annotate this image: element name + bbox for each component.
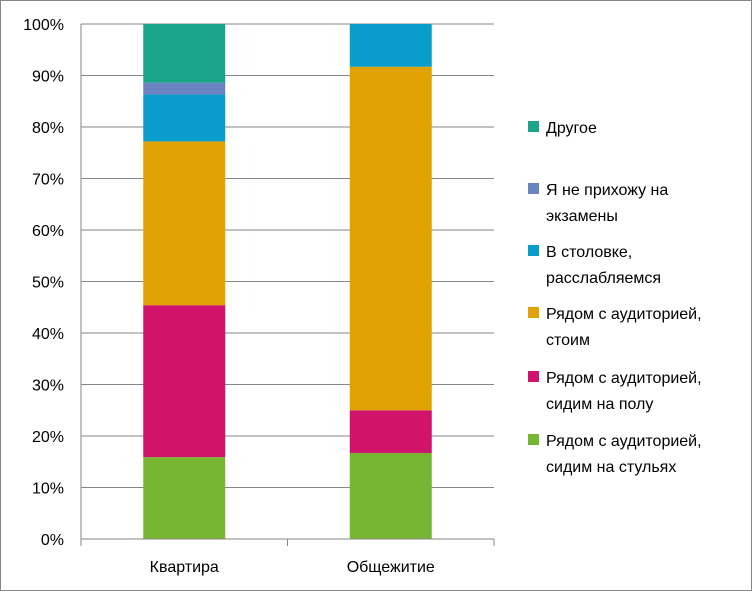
bar-segment bbox=[143, 94, 226, 142]
bar-segment bbox=[143, 24, 226, 83]
legend-swatch bbox=[528, 245, 539, 256]
y-tick-label: 50% bbox=[32, 275, 64, 292]
gridlines bbox=[81, 23, 494, 488]
y-tick-label: 0% bbox=[41, 532, 64, 549]
legend: Другое Я не прихожу на экзамены В столовке,… bbox=[528, 120, 702, 476]
legend-label-line: сидим на стульях bbox=[546, 459, 676, 476]
bar-segment bbox=[143, 457, 226, 539]
legend-label: Я не прихожу на экзамены bbox=[546, 182, 668, 225]
legend-item: В столовке, расслабляемся bbox=[528, 244, 661, 287]
legend-label: Рядом с аудиторией, стоим bbox=[546, 306, 702, 349]
legend-label-line: Я не прихожу на bbox=[546, 182, 668, 199]
bar-segment bbox=[143, 141, 226, 306]
legend-item: Рядом с аудиторией, сидим на стульях bbox=[528, 433, 702, 476]
y-tick-label: 60% bbox=[32, 223, 64, 240]
bar-segment bbox=[349, 410, 432, 453]
legend-label: Другое bbox=[546, 120, 597, 137]
y-tick-label: 90% bbox=[32, 69, 64, 86]
legend-item: Другое bbox=[528, 120, 597, 137]
legend-label-line: стоим bbox=[546, 332, 590, 349]
legend-swatch bbox=[528, 307, 539, 318]
bar-segment bbox=[349, 24, 432, 67]
bars bbox=[143, 24, 432, 539]
legend-item: Я не прихожу на экзамены bbox=[528, 182, 668, 225]
legend-label: Рядом с аудиторией, сидим на стульях bbox=[546, 433, 702, 476]
y-tick-labels: 0% 10% 20% 30% 40% 50% 60% 70% 80% 90% 100% bbox=[23, 17, 64, 549]
legend-label: Рядом с аудиторией, сидим на полу bbox=[546, 370, 702, 413]
y-tick-label: 40% bbox=[32, 326, 64, 343]
legend-item: Рядом с аудиторией, сидим на полу bbox=[528, 370, 702, 413]
bar-segment bbox=[143, 82, 226, 95]
axes bbox=[80, 24, 495, 546]
y-tick-label: 100% bbox=[23, 17, 64, 34]
legend-swatch bbox=[528, 371, 539, 382]
y-tick-label: 30% bbox=[32, 378, 64, 395]
bar-segment bbox=[143, 305, 226, 458]
legend-label-line: Рядом с аудиторией, bbox=[546, 306, 702, 323]
x-category-label: Общежитие bbox=[347, 559, 435, 576]
legend-swatch bbox=[528, 183, 539, 194]
legend-swatch bbox=[528, 434, 539, 445]
y-tick-label: 80% bbox=[32, 120, 64, 137]
legend-label-line: Другое bbox=[546, 120, 597, 137]
y-tick-label: 70% bbox=[32, 172, 64, 189]
bar-segment bbox=[349, 66, 432, 411]
legend-label-line: Рядом с аудиторией, bbox=[546, 370, 702, 387]
legend-label-line: экзамены bbox=[546, 208, 618, 225]
x-category-label: Квартира bbox=[150, 559, 219, 576]
legend-label: В столовке, расслабляемся bbox=[546, 244, 661, 287]
x-category-labels: Квартира Общежитие bbox=[150, 559, 435, 576]
legend-label-line: расслабляемся bbox=[546, 270, 661, 287]
legend-swatch bbox=[528, 121, 539, 132]
legend-label-line: Рядом с аудиторией, bbox=[546, 433, 702, 450]
legend-item: Рядом с аудиторией, стоим bbox=[528, 306, 702, 349]
legend-label-line: В столовке, bbox=[546, 244, 632, 261]
y-tick-label: 10% bbox=[32, 481, 64, 498]
y-tick-label: 20% bbox=[32, 429, 64, 446]
legend-label-line: сидим на полу bbox=[546, 396, 653, 413]
bar-segment bbox=[349, 452, 432, 539]
